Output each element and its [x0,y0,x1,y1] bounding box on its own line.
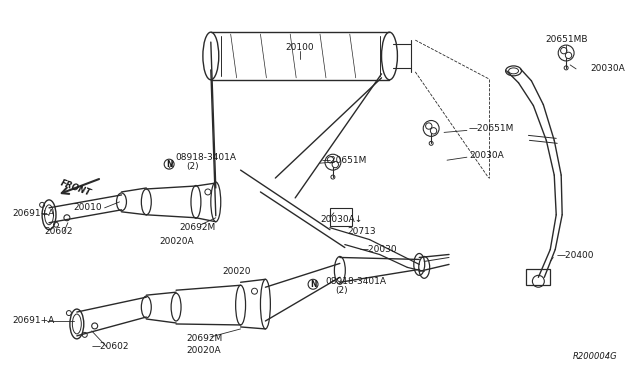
Text: 20020A: 20020A [159,237,194,246]
Text: 20020: 20020 [223,267,252,276]
Text: 08918-3401A: 08918-3401A [325,277,386,286]
Text: 20020A: 20020A [186,346,221,355]
Text: FRONT: FRONT [60,178,92,198]
Text: 20602: 20602 [44,227,72,236]
Text: 20100: 20100 [286,42,314,52]
Text: —20602: —20602 [92,342,129,351]
Text: 20030A: 20030A [469,151,504,160]
Text: —20651M: —20651M [322,156,367,165]
Bar [330,208,352,226]
Text: (2): (2) [335,286,348,295]
Text: 20713: 20713 [348,227,376,236]
Text: (2): (2) [186,162,198,171]
Text: 08918-3401A: 08918-3401A [175,153,236,162]
Text: 20030A: 20030A [590,64,625,73]
Text: —20030: —20030 [360,245,397,254]
Text: —20400: —20400 [556,251,594,260]
Text: R200004G: R200004G [573,352,618,361]
Text: N: N [166,160,172,169]
Bar [527,269,550,285]
Text: 20010: 20010 [73,203,102,212]
Text: 20691+A: 20691+A [12,317,54,326]
Text: 20691+A: 20691+A [12,209,54,218]
Text: 20692M: 20692M [179,223,215,232]
Text: —20651M: —20651M [469,124,515,133]
Text: 20651MB: 20651MB [545,35,588,44]
Text: 20030A↓: 20030A↓ [320,215,362,224]
Text: 20692M: 20692M [186,334,222,343]
Text: N: N [310,280,316,289]
